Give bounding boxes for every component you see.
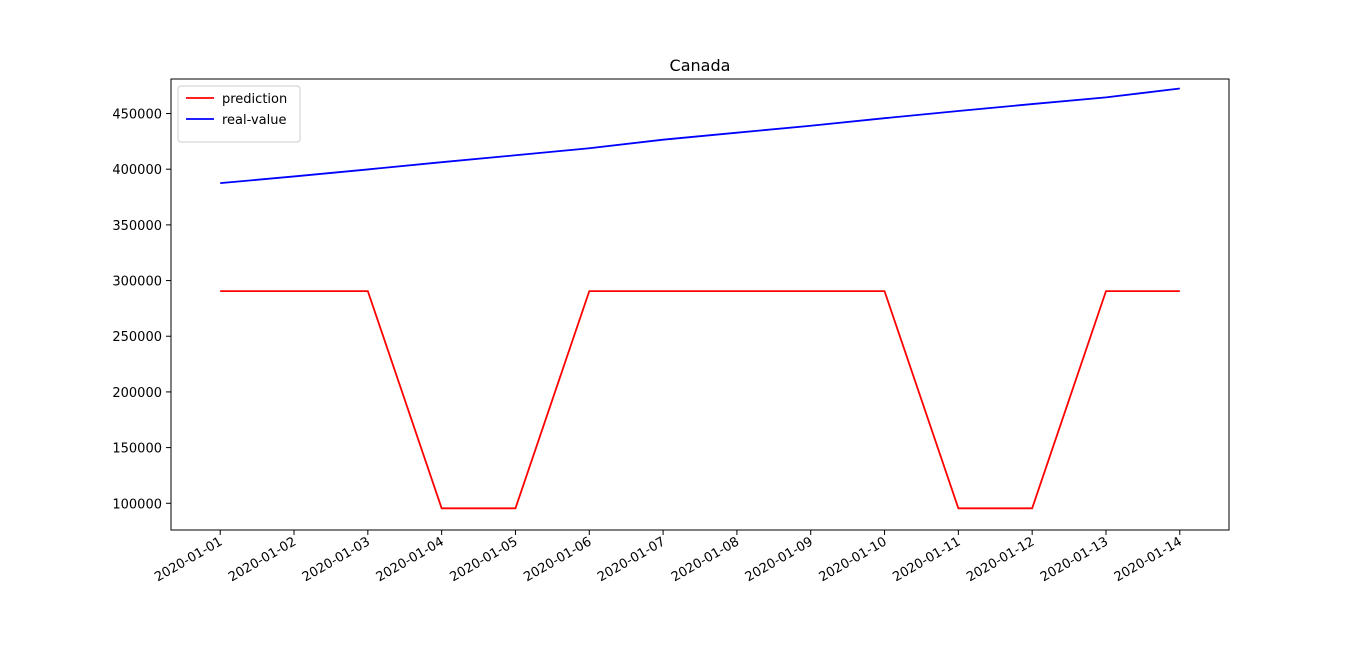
y-tick-label: 350000 bbox=[112, 219, 162, 234]
y-axis: 100000 150000 200000 250000 300000 350000 4000… bbox=[112, 108, 171, 512]
y-tick-label: 200000 bbox=[112, 386, 162, 401]
series-line-real-value bbox=[220, 87, 1180, 185]
legend-label-real-value: real-value bbox=[222, 113, 287, 128]
y-tick-label: 300000 bbox=[112, 275, 162, 290]
y-tick-label: 450000 bbox=[112, 108, 162, 123]
plot-area-frame bbox=[170, 78, 1230, 531]
legend: prediction real-value bbox=[177, 85, 301, 143]
y-tick-label: 250000 bbox=[112, 330, 162, 345]
y-tick-label: 400000 bbox=[112, 163, 162, 178]
chart-title: Canada bbox=[670, 56, 731, 75]
plot-lines bbox=[220, 87, 1180, 510]
y-tick-label: 150000 bbox=[112, 442, 162, 457]
y-tick-label: 100000 bbox=[112, 497, 162, 512]
legend-label-prediction: prediction bbox=[222, 92, 287, 107]
series-line-prediction bbox=[220, 290, 1180, 510]
legend-box bbox=[177, 85, 301, 143]
